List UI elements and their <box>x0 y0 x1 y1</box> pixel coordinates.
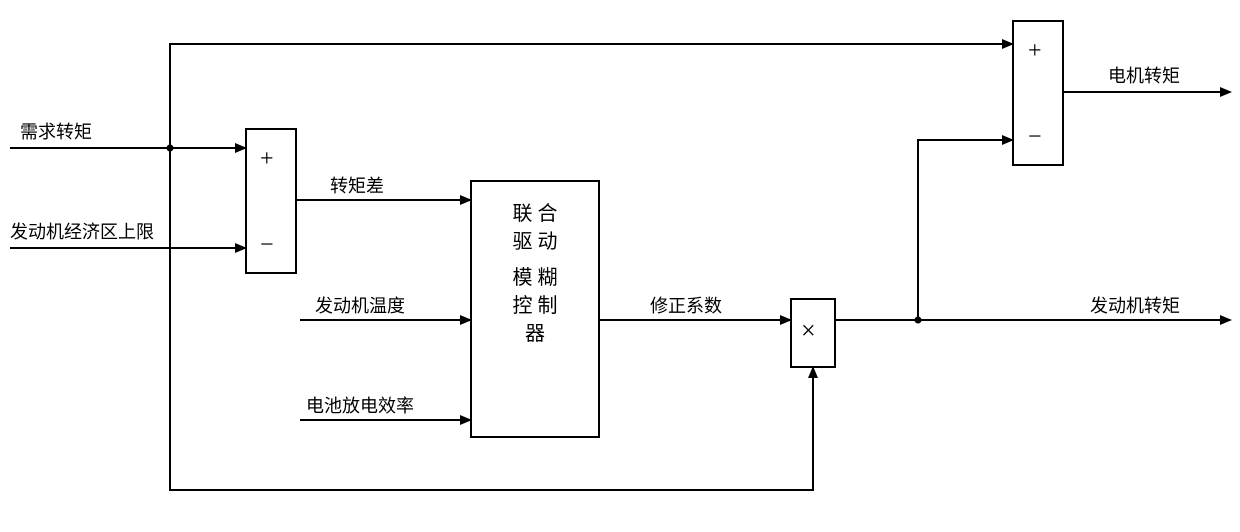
wire-layer <box>0 0 1240 532</box>
